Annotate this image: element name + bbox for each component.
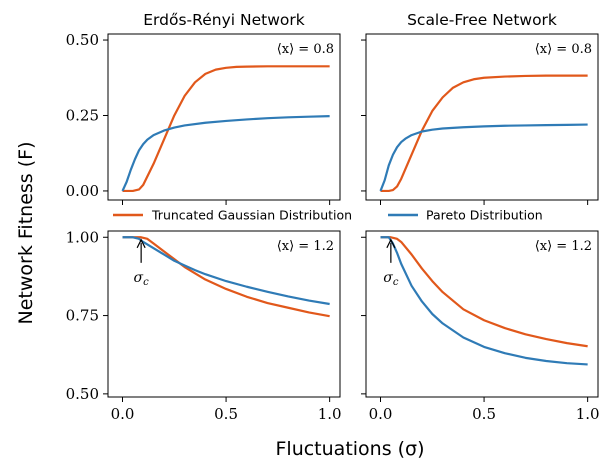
x-tick-label: 1.0 <box>576 405 599 423</box>
series-line-gaussian <box>380 74 588 193</box>
y-tick-label: 0.50 <box>66 31 99 49</box>
mean-annotation: ⟨x⟩ = 0.8 <box>535 42 592 57</box>
series-line-gaussian <box>122 236 330 318</box>
axes-frame <box>365 33 599 201</box>
series-line-pareto <box>121 114 330 192</box>
series-line-gaussian <box>122 65 330 193</box>
panel-2: Scale-Free Network ⟨x⟩ = 0.8 <box>361 11 599 205</box>
panels: Erdős-Rényi Network 0.00 0.25 0.50 ⟨x⟩ = 0.8… <box>66 11 599 423</box>
axes-frame <box>365 230 599 398</box>
mean-annotation: ⟨x⟩ = 1.2 <box>277 239 334 254</box>
mean-annotation: ⟨x⟩ = 0.8 <box>277 42 334 57</box>
panel-1: Erdős-Rényi Network 0.00 0.25 0.50 ⟨x⟩ = 0.8 <box>66 11 341 205</box>
sigma-c-label: σc <box>383 270 399 288</box>
x-tick-label: 0.5 <box>214 405 238 423</box>
panel-title: Scale-Free Network <box>407 11 557 29</box>
series-line-pareto <box>380 236 588 366</box>
panel-4: 0.0 0.5 1.0 ⟨x⟩ = 1.2 σc <box>361 230 599 423</box>
series-line-pareto <box>379 123 588 192</box>
axes-frame <box>107 33 341 201</box>
axes-frame <box>107 230 341 398</box>
x-tick-label: 0.5 <box>472 405 496 423</box>
series-line-gaussian <box>380 236 588 348</box>
y-axis-label: Network Fitness (F) <box>15 142 37 325</box>
y-tick-label: 0.25 <box>66 106 99 124</box>
x-tick-label: 0.0 <box>369 405 393 423</box>
legend-label: Pareto Distribution <box>426 208 543 223</box>
arrow-head <box>136 238 146 249</box>
legend-label: Truncated Gaussian Distribution <box>151 208 352 223</box>
y-tick-label: 1.00 <box>66 228 99 246</box>
y-tick-label: 0.50 <box>66 385 99 403</box>
x-axis-label: Fluctuations (σ) <box>275 438 424 460</box>
mean-annotation: ⟨x⟩ = 1.2 <box>535 239 592 254</box>
arrow-head <box>386 238 396 249</box>
panel-3: 0.50 0.75 1.00 0.0 0.5 1.0 ⟨x⟩ = 1.2 σc <box>66 228 342 423</box>
sigma-c-label: σc <box>134 270 150 288</box>
y-tick-label: 0.75 <box>66 307 99 325</box>
x-tick-label: 0.0 <box>111 405 135 423</box>
legend: Truncated Gaussian Distribution Pareto Di… <box>113 208 543 223</box>
y-tick-label: 0.00 <box>66 182 99 200</box>
panel-title: Erdős-Rényi Network <box>143 11 304 29</box>
x-tick-label: 1.0 <box>318 405 342 423</box>
